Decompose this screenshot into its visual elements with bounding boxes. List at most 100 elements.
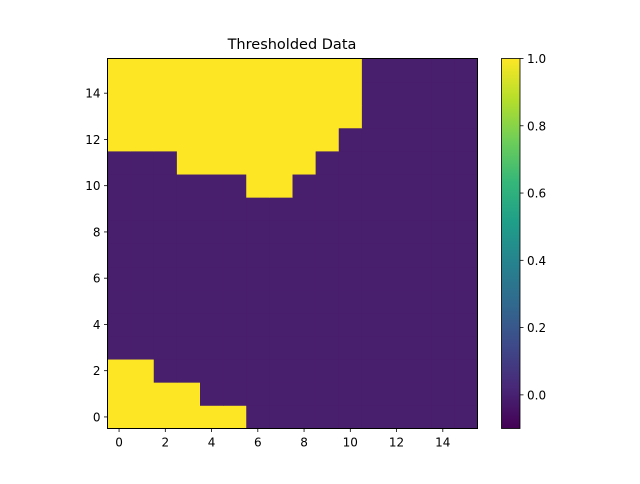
heatmap-cell xyxy=(385,220,409,244)
heatmap-cell xyxy=(338,243,363,268)
heatmap-cell xyxy=(269,104,293,129)
colorbar-tick-label: 1.0 xyxy=(527,52,546,66)
heatmap-cell xyxy=(130,174,155,198)
heatmap-cell xyxy=(269,289,293,314)
x-tick-label: 14 xyxy=(435,436,450,450)
heatmap-cell xyxy=(130,336,155,360)
heatmap-cell xyxy=(315,243,340,268)
heatmap-cell xyxy=(269,336,293,360)
heatmap-cell xyxy=(200,104,224,129)
heatmap-cell xyxy=(292,312,317,337)
heatmap-cell xyxy=(246,197,270,221)
heatmap-cell xyxy=(454,382,478,406)
heatmap-cell xyxy=(431,174,455,198)
heatmap-cell xyxy=(315,81,340,106)
heatmap-cell xyxy=(107,151,132,175)
heatmap-cell xyxy=(315,266,340,291)
heatmap-cell xyxy=(176,289,201,314)
heatmap-cell xyxy=(315,127,340,152)
heatmap-cell xyxy=(176,104,201,129)
heatmap-cell xyxy=(176,266,201,291)
heatmap-cells xyxy=(107,58,478,429)
heatmap-cell xyxy=(130,220,155,244)
heatmap-cell xyxy=(385,289,409,314)
heatmap-cell xyxy=(246,289,270,314)
heatmap-cell xyxy=(361,359,386,383)
y-tick-label: 8 xyxy=(93,225,101,239)
heatmap-cell xyxy=(107,312,132,337)
heatmap-cell xyxy=(431,336,455,360)
heatmap-cell xyxy=(315,359,340,383)
heatmap-cell xyxy=(454,104,478,129)
heatmap-cell xyxy=(246,243,270,268)
heatmap-cell xyxy=(338,289,363,314)
heatmap-cell xyxy=(176,58,201,83)
heatmap-cell xyxy=(361,174,386,198)
heatmap-cell xyxy=(200,197,224,221)
heatmap-cell xyxy=(107,382,132,406)
heatmap-cell xyxy=(292,58,317,83)
heatmap-cell xyxy=(338,266,363,291)
heatmap-cell xyxy=(431,359,455,383)
heatmap-cell xyxy=(408,289,432,314)
heatmap-cell xyxy=(223,174,247,198)
heatmap-cell xyxy=(200,266,224,291)
heatmap-cell xyxy=(269,151,293,175)
heatmap-cell xyxy=(269,174,293,198)
heatmap-cell xyxy=(385,359,409,383)
heatmap-cell xyxy=(292,359,317,383)
heatmap-cell xyxy=(292,151,317,175)
heatmap-cell xyxy=(246,174,270,198)
heatmap-cell xyxy=(408,127,432,152)
heatmap-cell xyxy=(408,81,432,106)
heatmap-cell xyxy=(338,312,363,337)
heatmap-cell xyxy=(431,289,455,314)
heatmap-cell xyxy=(153,312,178,337)
heatmap-cell xyxy=(315,220,340,244)
x-tick-label: 0 xyxy=(115,436,123,450)
heatmap-cell xyxy=(153,382,178,406)
heatmap-cell xyxy=(130,289,155,314)
heatmap-cell xyxy=(431,266,455,291)
heatmap-cell xyxy=(176,220,201,244)
heatmap-cell xyxy=(107,266,132,291)
x-tick-label: 10 xyxy=(343,436,358,450)
heatmap-cell xyxy=(385,243,409,268)
heatmap-cell xyxy=(361,243,386,268)
heatmap-cell xyxy=(454,243,478,268)
heatmap-cell xyxy=(338,81,363,106)
heatmap-cell xyxy=(385,127,409,152)
heatmap-cell xyxy=(431,405,455,429)
heatmap-cell xyxy=(454,81,478,106)
heatmap-cell xyxy=(200,151,224,175)
heatmap-cell xyxy=(338,58,363,83)
heatmap-cell xyxy=(176,405,201,429)
heatmap-cell xyxy=(153,243,178,268)
heatmap-cell xyxy=(454,197,478,221)
heatmap-cell xyxy=(200,174,224,198)
heatmap-cell xyxy=(315,382,340,406)
heatmap-cell xyxy=(315,289,340,314)
heatmap-cell xyxy=(223,243,247,268)
heatmap-cell xyxy=(454,220,478,244)
heatmap-cell xyxy=(153,220,178,244)
heatmap-cell xyxy=(176,382,201,406)
heatmap-cell xyxy=(315,312,340,337)
heatmap-cell xyxy=(385,81,409,106)
heatmap-cell xyxy=(431,81,455,106)
heatmap-cell xyxy=(385,405,409,429)
heatmap-cell xyxy=(292,266,317,291)
heatmap-cell xyxy=(292,243,317,268)
heatmap-cell xyxy=(176,197,201,221)
heatmap-cell xyxy=(269,359,293,383)
heatmap-cell xyxy=(107,58,132,83)
heatmap-cell xyxy=(338,220,363,244)
heatmap-cell xyxy=(246,312,270,337)
heatmap-cell xyxy=(431,243,455,268)
heatmap-cell xyxy=(385,58,409,83)
heatmap-cell xyxy=(269,58,293,83)
heatmap-cell xyxy=(431,151,455,175)
heatmap-cell xyxy=(200,127,224,152)
